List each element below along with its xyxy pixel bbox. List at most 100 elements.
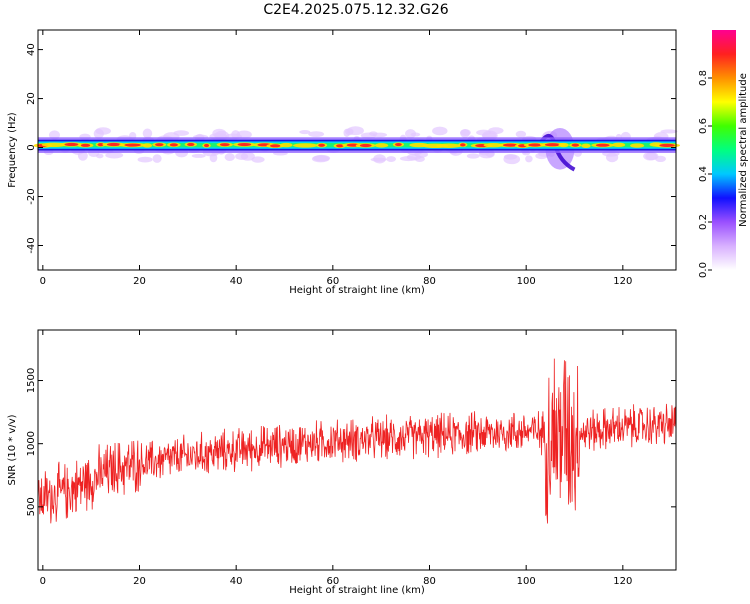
band-peak [359,143,372,148]
y-tick-label: -20 [26,188,37,204]
x-tick-label: 0 [40,576,46,587]
band-hotspot [612,142,626,148]
band-peak [502,143,518,147]
spectrogram-x-ticks: 0 20 40 60 80 100 120 [40,30,632,287]
y-tick-label: -40 [26,237,37,253]
x-tick-label: 100 [517,576,536,587]
colorbar-tick-label: 0.8 [698,70,709,86]
colorbar-tick-label: 0.0 [698,262,709,278]
x-tick-label: 40 [230,276,243,287]
y-tick-label: 1500 [26,368,37,393]
snr-series-line [37,358,677,524]
haze-blob [191,153,206,158]
band-peak [219,143,230,147]
band-hotspot [41,142,67,148]
x-tick-label: 80 [423,276,436,287]
spectrogram-panel: 0 20 40 60 80 100 120 -40 -20 0 20 40 Height of st… [7,29,681,296]
band-peak [64,142,79,147]
band-peak [155,143,164,147]
snr-x-ticks: 0 20 40 60 80 100 120 [40,330,632,587]
colorbar: 0.0 0.2 0.4 0.6 0.8 Normalized spectral ampl… [698,30,749,278]
haze-blob [96,153,104,159]
haze-blob [503,154,521,165]
snr-y-ticks: 500 1000 1500 [26,368,676,516]
haze-blob [142,128,153,139]
x-tick-label: 0 [40,276,46,287]
haze-blob [77,150,88,161]
haze-blob [137,156,153,163]
band-peak [659,143,675,147]
x-tick-label: 60 [326,576,339,587]
band-hotspot [483,142,504,148]
x-tick-label: 120 [613,576,632,587]
colorbar-ticks: 0.0 0.2 0.4 0.6 0.8 [698,70,712,278]
band-peak [97,143,104,147]
band-peak [187,142,195,147]
haze-blob [488,127,504,135]
haze-blob [240,151,255,161]
haze-blob [386,156,397,162]
band-peak [124,143,141,147]
x-tick-label: 60 [326,276,339,287]
haze-blob [466,153,480,159]
haze-blob [308,131,325,138]
colorbar-tick-label: 0.4 [698,166,709,182]
haze-blob [432,126,448,136]
colorbar-label: Normalized spectral amplitude [738,73,749,227]
band-peak [395,142,402,147]
haze-blob [643,151,658,161]
y-tick-label: 500 [26,497,37,516]
band-hotspot [279,142,293,148]
band-peak [106,142,121,147]
band-peak [169,143,178,147]
band-peak [80,143,91,147]
haze-blob [347,126,364,136]
band-peak [571,143,580,147]
band-hotspot [292,143,318,148]
band-hotspot [630,143,645,148]
band-hotspot [142,143,153,148]
band-peak [237,142,252,147]
snr-panel: 0 20 40 60 80 100 120 500 1000 1500 Height of st… [7,329,677,596]
y-tick-label: 20 [26,92,37,105]
x-tick-label: 100 [517,276,536,287]
y-tick-label: 1000 [26,431,37,456]
band-peak [528,143,542,147]
haze-blob [95,127,111,135]
haze-blob [459,129,471,136]
spectrogram-y-axis-label: Frequency (Hz) [7,112,18,188]
band-peak [318,143,326,147]
haze-blob [152,154,162,163]
band-peak [544,143,561,147]
snr-y-axis-label: SNR (10 * v/v) [7,414,18,485]
haze-blob [173,130,190,136]
y-tick-label: 40 [26,43,37,56]
colorbar-tick-label: 0.6 [698,118,709,134]
haze-blob [660,129,678,134]
spectrogram-heatmap [33,126,681,172]
colorbar-tick-label: 0.2 [698,214,709,230]
x-tick-label: 80 [423,576,436,587]
haze-blob [405,129,417,139]
band-hotspot [374,143,389,148]
colorbar-gradient [712,30,736,270]
haze-blob [251,156,265,163]
haze-blob [224,153,235,162]
haze-blob [299,129,311,135]
band-hotspot [435,143,462,148]
haze-blob [525,155,533,163]
haze-blob [515,130,527,138]
spectrogram-x-axis-label: Height of straight line (km) [289,285,425,296]
x-tick-label: 20 [133,576,146,587]
band-peak [336,144,344,148]
band-hotspot [558,142,569,148]
x-tick-label: 120 [613,276,632,287]
band-hotspot [581,143,591,149]
band-peak [269,144,281,148]
band-peak [203,143,210,148]
haze-blob [399,156,418,162]
spectrogram-y-ticks: -40 -20 0 20 40 [26,43,676,254]
haze-blob [212,128,227,138]
haze-blob [369,131,378,137]
